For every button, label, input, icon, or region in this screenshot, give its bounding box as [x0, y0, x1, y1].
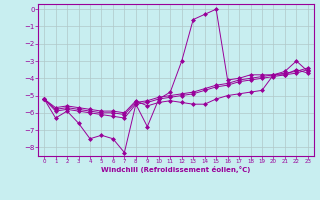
- X-axis label: Windchill (Refroidissement éolien,°C): Windchill (Refroidissement éolien,°C): [101, 166, 251, 173]
